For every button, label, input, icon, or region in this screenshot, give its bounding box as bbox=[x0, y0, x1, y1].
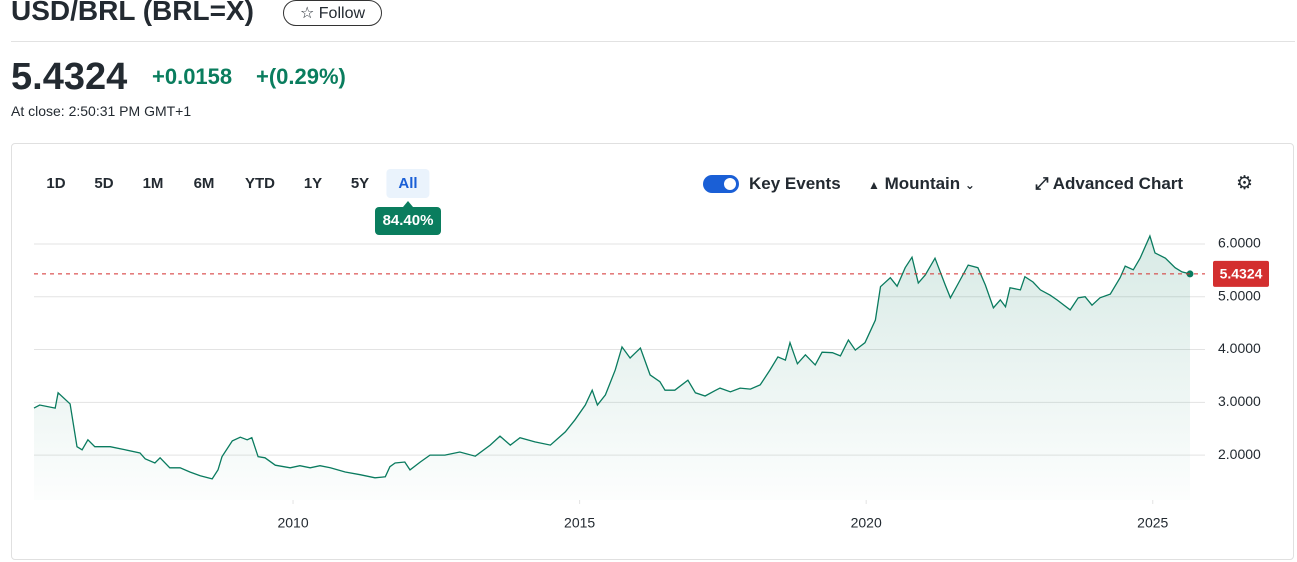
divider bbox=[11, 41, 1295, 42]
range-button[interactable]: 1Y bbox=[303, 175, 323, 192]
range-button[interactable]: 5D bbox=[94, 175, 114, 192]
chart-type-button[interactable]: ▲ Mountain ⌄ bbox=[868, 174, 975, 193]
range-button[interactable]: 6M bbox=[193, 175, 215, 192]
range-button[interactable]: 5Y bbox=[350, 175, 370, 192]
advanced-chart: Advanced Chart bbox=[1052, 174, 1184, 193]
reference-badge bbox=[1213, 260, 1269, 287]
y-tick-label: 6.0000 bbox=[1218, 235, 1261, 251]
reference-label: 5.4324 bbox=[1220, 266, 1263, 282]
x-tick-label: 2020 bbox=[851, 515, 882, 531]
change-percent: +(0.29%) bbox=[256, 64, 346, 89]
y-tick-label: 5.0000 bbox=[1218, 287, 1261, 303]
y-tick-label: 3.0000 bbox=[1218, 393, 1261, 409]
key-events-toggle[interactable] bbox=[703, 175, 739, 193]
x-tick-label: 2010 bbox=[277, 515, 308, 531]
range-button[interactable]: 1D bbox=[46, 175, 66, 192]
follow-label: Follow bbox=[318, 5, 366, 22]
key-events: Key Events bbox=[749, 174, 841, 193]
settings-button[interactable]: ⚙ bbox=[1236, 173, 1254, 194]
y-tick-label: 4.0000 bbox=[1218, 340, 1261, 356]
area bbox=[34, 236, 1190, 500]
y-tick-label: 2.0000 bbox=[1218, 446, 1261, 462]
price: 5.4324 bbox=[11, 56, 128, 98]
advanced-chart-button[interactable]: ⤢ Advanced Chart bbox=[1035, 174, 1184, 193]
range-change: 84.40% bbox=[375, 201, 441, 235]
title: USD/BRL (BRL=X) bbox=[11, 0, 254, 26]
close-time: At close: 2:50:31 PM GMT+1 bbox=[11, 103, 192, 119]
change: +0.0158 bbox=[152, 64, 233, 89]
range-button[interactable]: All bbox=[386, 169, 430, 198]
x-tick-label: 2025 bbox=[1137, 515, 1168, 531]
range-button[interactable]: 1M bbox=[142, 175, 164, 192]
x-tick-label: 2015 bbox=[564, 515, 595, 531]
last-point bbox=[1186, 270, 1194, 278]
chart-card bbox=[11, 143, 1294, 560]
line bbox=[33, 234, 1191, 480]
follow-button[interactable]: ☆ Follow bbox=[283, 0, 382, 26]
range-button[interactable]: YTD bbox=[245, 175, 275, 192]
chart-type: Mountain bbox=[884, 174, 961, 193]
